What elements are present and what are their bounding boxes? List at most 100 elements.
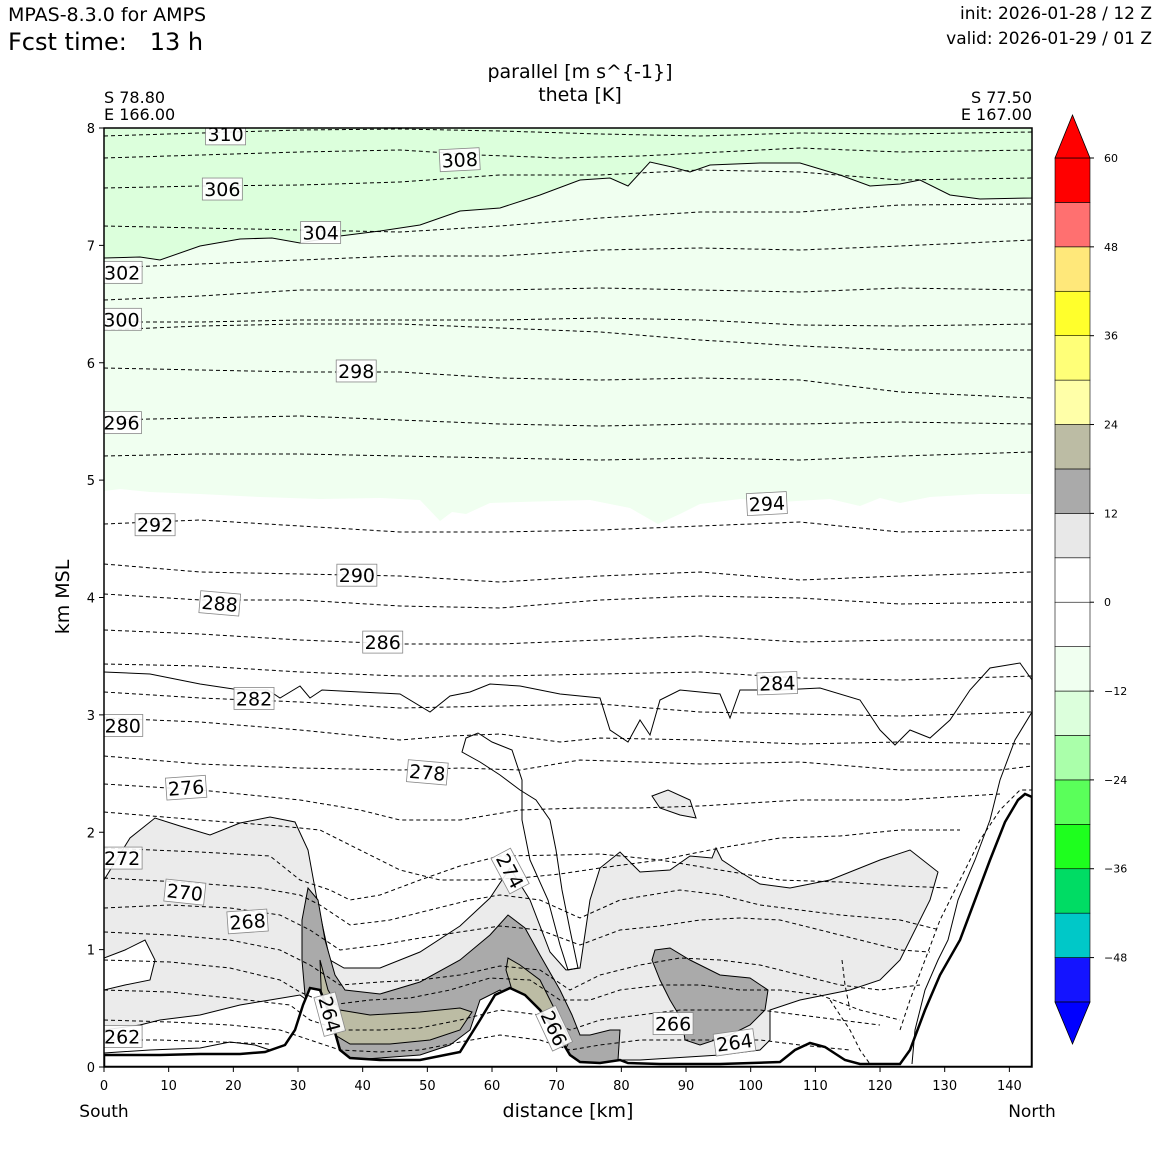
theta-label: 266: [652, 1012, 694, 1036]
theta-label-text: 266: [655, 1014, 691, 1036]
theta-label: 280: [104, 714, 144, 737]
theta-label-box: [313, 991, 346, 1037]
model-title: MPAS-8.3.0 for AMPS: [8, 4, 207, 26]
theta-label-text: 276: [167, 776, 205, 800]
x-tick-label: 100: [738, 1079, 763, 1094]
y-axis-label: km MSL: [52, 559, 74, 634]
theta-label: 302: [104, 260, 143, 284]
colorbar-segment: [1054, 468, 1091, 514]
theta-label-box: [104, 411, 142, 435]
theta-label-text: 286: [365, 632, 401, 654]
init-time: init: 2026-01-28 / 12 Z: [959, 4, 1152, 24]
theta-label-box: [205, 128, 246, 146]
x-axis: 0 10 20 30 40 50 60 70 80 90 100 110 120 130 140: [100, 1067, 1022, 1094]
theta-label-text: 270: [166, 880, 204, 906]
colorbar-tick-label: −36: [1104, 863, 1127, 876]
colorbar-tick-label: 60: [1104, 152, 1118, 165]
theta-label-text: 262: [104, 1026, 140, 1048]
theta-label-text: 296: [103, 413, 139, 435]
theta-label-box: [233, 687, 275, 710]
theta-label-text: 304: [303, 222, 339, 244]
y-tick-label: 6: [87, 357, 95, 372]
colorbar-tick-label: 24: [1104, 419, 1118, 432]
colorbar-tick-label: 0: [1104, 596, 1111, 609]
x-tick-label: 70: [548, 1079, 565, 1094]
theta-labels: 310 308 306 304 302 300 298 296 294 292 290 288 286 2…: [103, 128, 798, 1057]
x-tick-label: 50: [419, 1079, 436, 1094]
colorbar-segment: [1054, 424, 1091, 470]
colorbar-segment: [1054, 868, 1091, 914]
terrain: [104, 792, 1032, 1067]
theta-label: 290: [336, 563, 378, 587]
colorbar-segment: [1054, 290, 1091, 336]
x-end-label-south: South: [79, 1102, 128, 1122]
theta-label-text: 302: [104, 262, 140, 284]
theta-label: 288: [198, 590, 242, 617]
x-tick-label: 140: [997, 1079, 1022, 1094]
colorbar-segment: [1054, 379, 1091, 425]
x-tick-label: 130: [932, 1079, 957, 1094]
band-6-to-12-inner-white: [104, 939, 156, 991]
chart-title-line-1: parallel [m s^{-1}]: [487, 61, 672, 83]
forecast-time-label: Fcst time:: [8, 28, 127, 56]
theta-label-text: 290: [339, 565, 375, 587]
theta-label: 300: [103, 307, 142, 331]
colorbar-tick-label: 36: [1104, 330, 1118, 343]
theta-label: 270: [163, 878, 207, 906]
theta-label-text: 298: [338, 361, 374, 383]
zero-contour-north: [911, 711, 1032, 1065]
theta-label-text: 272: [104, 848, 140, 870]
theta-label: 292: [134, 513, 176, 537]
theta-label: 262: [104, 1025, 143, 1048]
theta-label: 286: [362, 630, 404, 654]
y-tick-label: 2: [87, 826, 95, 841]
colorbar-segment: [1054, 824, 1091, 870]
band-6-to-12-island: [651, 789, 697, 819]
theta-label: 310: [205, 128, 246, 146]
valid-time: valid: 2026-01-29 / 01 Z: [946, 29, 1152, 49]
x-tick-label: 80: [613, 1079, 630, 1094]
theta-label-box: [535, 1004, 574, 1052]
colorbar-segment: [1054, 335, 1091, 381]
theta-label-box: [652, 1012, 694, 1035]
zero-contour-mid: [104, 662, 1032, 746]
left-endpoint-lat: S 78.80: [104, 88, 165, 107]
right-endpoint-lat: S 77.50: [971, 88, 1032, 107]
theta-label-box: [712, 1028, 757, 1057]
theta-label: 284: [756, 671, 798, 696]
x-tick-label: 90: [678, 1079, 695, 1094]
band-18-to-24-left: [319, 959, 473, 1045]
theta-label-box: [335, 359, 377, 383]
x-tick-label: 10: [160, 1079, 177, 1094]
theta-label-box: [104, 846, 143, 870]
theta-label-box: [164, 774, 208, 801]
y-tick-label: 4: [87, 592, 95, 607]
theta-label: 304: [300, 221, 342, 244]
plot-area: 310 308 306 304 302 300 298 296 294 292 290 288 286 2…: [103, 128, 1032, 1067]
zero-contour-bottom-left: [104, 1041, 271, 1054]
theta-label-text: 278: [408, 761, 446, 786]
theta-label-box: [490, 847, 530, 895]
y-tick-label: 5: [87, 474, 95, 489]
theta-label-text: 288: [201, 592, 239, 617]
x-tick-label: 120: [868, 1079, 893, 1094]
theta-label-text: 308: [441, 149, 478, 173]
theta-label: 306: [201, 177, 243, 201]
colorbar-segment: [1054, 646, 1091, 692]
theta-label: 296: [103, 411, 142, 435]
theta-label-box: [104, 260, 143, 284]
band-12-to-18-right: [651, 947, 769, 1046]
theta-label-box: [336, 563, 378, 587]
y-tick-label: 8: [87, 122, 95, 137]
theta-label-text: 268: [229, 910, 267, 934]
theta-label-box: [163, 878, 207, 906]
colorbar-segment: [1054, 735, 1091, 781]
theta-label-box: [104, 307, 142, 331]
theta-label-text: 294: [748, 493, 785, 517]
colorbar: 60 48 36 24 12 0 −12 −24 −36 −48: [1054, 113, 1127, 1046]
theta-label: 264: [313, 991, 346, 1037]
forecast-time: Fcst time: 13 h: [8, 28, 203, 56]
theta-label-text: 300: [103, 309, 139, 331]
colorbar-segment: [1054, 513, 1091, 559]
